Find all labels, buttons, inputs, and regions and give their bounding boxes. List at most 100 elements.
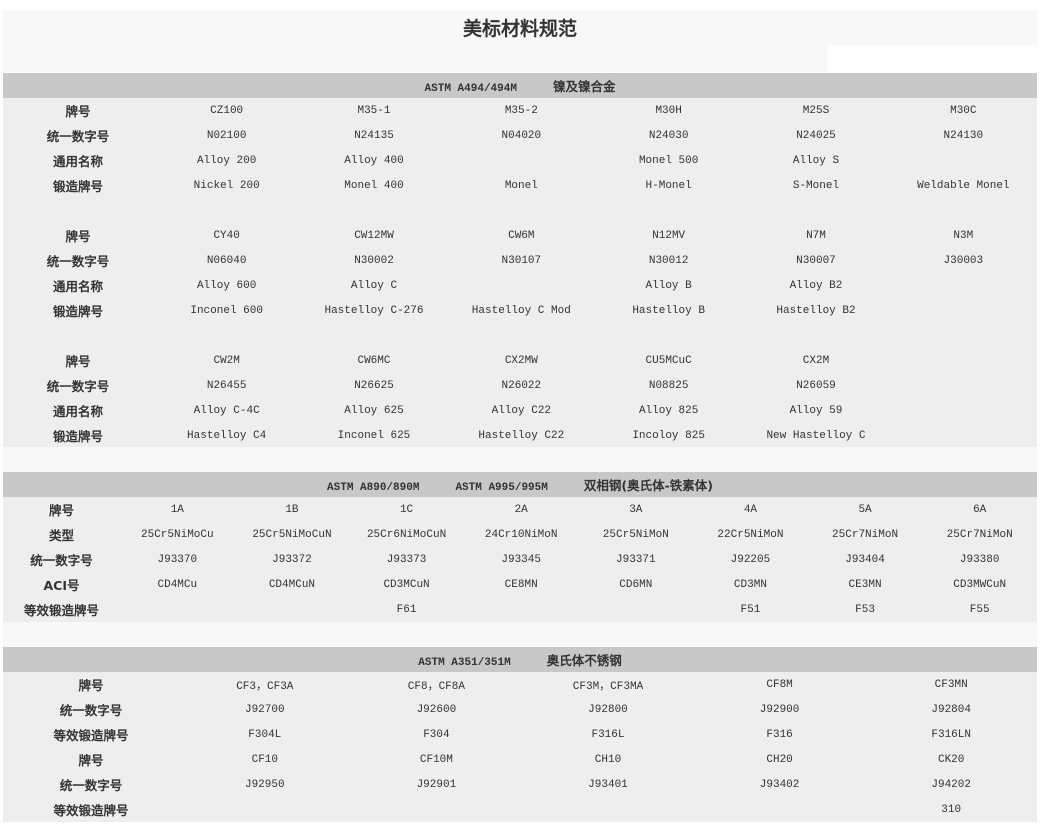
table-cell: J93345 — [463, 547, 579, 572]
table-cell: CK20 — [865, 747, 1037, 772]
table-cell: N26059 — [742, 373, 890, 398]
table-cell: N04020 — [447, 123, 595, 148]
table-cell: 6A — [922, 497, 1037, 522]
table-cell: M35-1 — [300, 98, 448, 123]
row-label: 牌号 — [3, 348, 153, 373]
table-cell: N24130 — [889, 123, 1037, 148]
table-row: 锻造牌号 Inconel 600 Hastelloy C-276 Hastelloy … — [3, 298, 1037, 323]
table-row: 等效锻造牌号 F61 F51 F53 F55 — [3, 597, 1037, 622]
blank-row — [3, 198, 1037, 223]
row-label: 等效锻造牌号 — [3, 722, 179, 747]
table-cell: CF3MN — [865, 672, 1037, 697]
row-label: 等效锻造牌号 — [3, 797, 179, 822]
row-label: 统一数字号 — [3, 123, 153, 148]
table-cell: 22Cr5NiMoN — [693, 522, 808, 547]
table-cell: Hastelloy C22 — [447, 423, 595, 448]
row-label: 牌号 — [3, 497, 120, 522]
table-row: 统一数字号 N06040 N30002 N30107 N30012 N30007 J3000… — [3, 248, 1037, 273]
row-label: 锻造牌号 — [3, 173, 153, 198]
blank-cell — [3, 323, 1037, 348]
table-row: 统一数字号 N26455 N26625 N26022 N08825 N26059 — [3, 373, 1037, 398]
table-cell: F316 — [693, 722, 866, 747]
table-cell — [693, 797, 866, 822]
table-cell: J92901 — [350, 772, 523, 797]
row-label: 通用名称 — [3, 273, 153, 298]
table-cell: CH10 — [522, 747, 694, 772]
table-row: 牌号 CF3，CF3A CF8，CF8A CF3M，CF3MA CF8M CF3MN — [3, 672, 1037, 697]
row-label: 统一数字号 — [3, 373, 153, 398]
table-row: 通用名称 Alloy 200 Alloy 400 Monel 500 Alloy S — [3, 148, 1037, 173]
table-cell: J93380 — [922, 547, 1037, 572]
table-row: 锻造牌号 Nickel 200 Monel 400 Monel H-Monel S-Mon… — [3, 173, 1037, 198]
table-cell: CH20 — [693, 747, 866, 772]
table-row: 统一数字号 N02100 N24135 N04020 N24030 N24025 N2413… — [3, 123, 1037, 148]
table-cell — [447, 273, 595, 298]
table-cell — [578, 597, 694, 622]
table-cell: CE8MN — [463, 572, 579, 597]
table-cell — [889, 273, 1037, 298]
table-cell: N3M — [889, 223, 1037, 248]
table-cell — [889, 348, 1037, 373]
row-label: 等效锻造牌号 — [3, 597, 120, 622]
table-cell: CD3MN — [693, 572, 808, 597]
spec-label: ASTM A494/494M — [424, 83, 517, 95]
table-cell: Alloy 825 — [594, 398, 743, 423]
table-row: 统一数字号 J93370 J93372 J93373 J93345 J93371 J9220… — [3, 547, 1037, 572]
table-cell: J93401 — [522, 772, 694, 797]
table-cell: 1A — [120, 497, 235, 522]
row-label: 通用名称 — [3, 398, 153, 423]
table-cell: CW12MW — [300, 223, 448, 248]
table-cell: N08825 — [594, 373, 743, 398]
table-cell: 3A — [578, 497, 694, 522]
table-cell: J92700 — [179, 697, 351, 722]
table-cell: CW6M — [447, 223, 595, 248]
table-cell: 1C — [349, 497, 464, 522]
blank-row — [3, 323, 1037, 348]
table-row: 牌号 CZ100 M35-1 M35-2 M30H M25S M30C — [3, 98, 1037, 123]
table-cell: Alloy 200 — [153, 148, 301, 173]
table-cell: J92600 — [350, 697, 523, 722]
table-cell: CW2M — [153, 348, 301, 373]
austenitic-steel-table: ASTM A351/351M 奥氏体不锈钢 牌号 CF3，CF3A CF8，CF8A C… — [3, 647, 1037, 822]
table-cell: F316LN — [865, 722, 1037, 747]
table-cell — [889, 373, 1037, 398]
table-cell: N24025 — [742, 123, 890, 148]
table-cell: N24030 — [594, 123, 743, 148]
table-cell — [889, 398, 1037, 423]
row-label: 类型 — [3, 522, 120, 547]
table-cell: Alloy S — [742, 148, 890, 173]
spec-label: ASTM A890/890M — [327, 482, 420, 494]
row-label: 通用名称 — [3, 148, 153, 173]
table-cell: J92950 — [179, 772, 351, 797]
table-cell — [350, 797, 523, 822]
table-cell: N30007 — [742, 248, 890, 273]
table-cell: F53 — [807, 597, 923, 622]
row-label: 统一数字号 — [3, 697, 179, 722]
table-cell: Weldable Monel — [889, 173, 1037, 198]
table-cell: CF8M — [693, 672, 866, 697]
table-cell — [447, 148, 595, 173]
table-row: 通用名称 Alloy 600 Alloy C Alloy B Alloy B2 — [3, 273, 1037, 298]
duplex-steel-table: ASTM A890/890M ASTM A995/995M 双相钢(奥氏体-铁素体)… — [3, 472, 1037, 622]
table-cell: CW6MC — [300, 348, 448, 373]
blank-cell — [3, 198, 1037, 223]
row-label: 牌号 — [3, 672, 179, 697]
table-cell: F55 — [922, 597, 1037, 622]
table-cell: J93370 — [120, 547, 235, 572]
table-cell: F304 — [350, 722, 523, 747]
table-cell: J93404 — [807, 547, 923, 572]
table-cell: CF8，CF8A — [350, 672, 523, 697]
table-cell: N12MV — [594, 223, 743, 248]
table-cell: N30107 — [447, 248, 595, 273]
title-notch — [827, 45, 1037, 72]
table-row: 等效锻造牌号 310 — [3, 797, 1037, 822]
table-cell: 25Cr5NiMoCu — [120, 522, 235, 547]
table-cell: N24135 — [300, 123, 448, 148]
table-row: 等效锻造牌号 F304L F304 F316L F316 F316LN — [3, 722, 1037, 747]
row-label: 牌号 — [3, 223, 153, 248]
table-cell: CY40 — [153, 223, 301, 248]
table-cell: N7M — [742, 223, 890, 248]
table-cell: N26625 — [300, 373, 448, 398]
table-cell: 25Cr7NiMoN — [922, 522, 1037, 547]
table-header: ASTM A351/351M 奥氏体不锈钢 — [3, 647, 1037, 672]
